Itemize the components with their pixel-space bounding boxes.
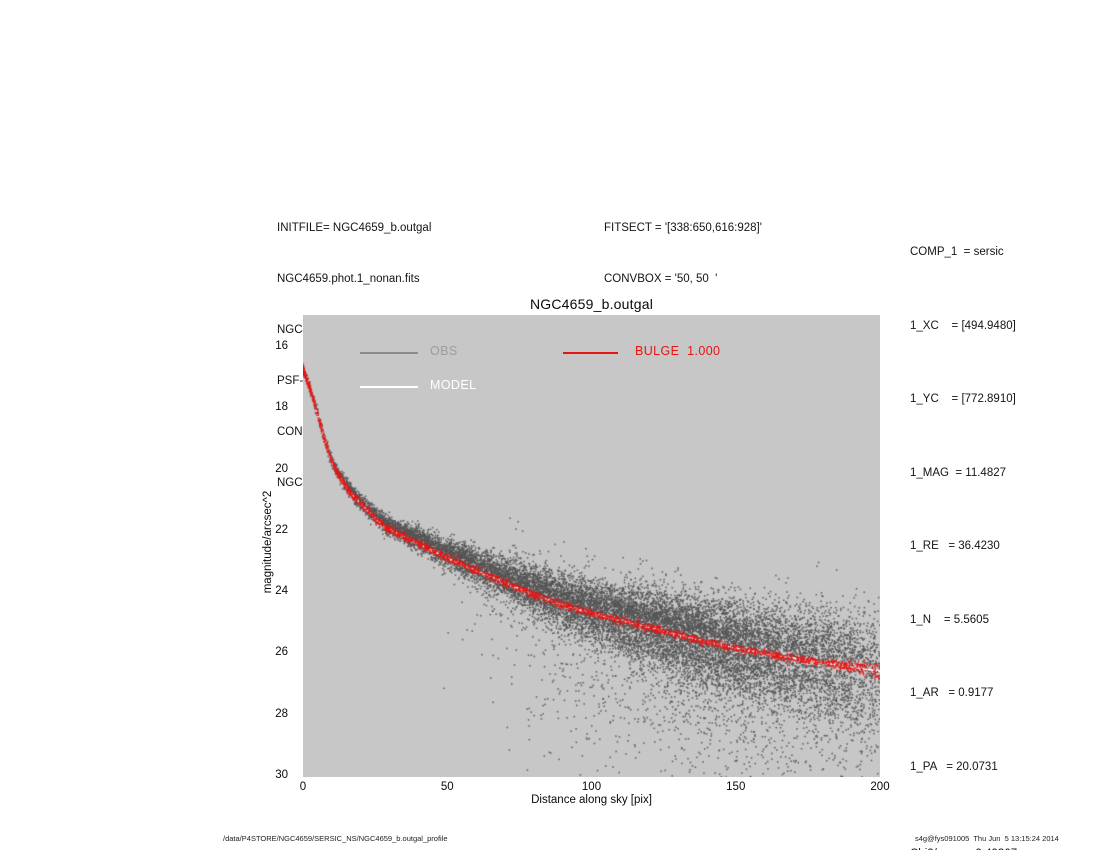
x-axis-label: Distance along sky [pix] <box>531 794 652 806</box>
y-tick-label: 26 <box>275 646 288 659</box>
y-tick-label: 18 <box>275 401 288 414</box>
plot-title: NGC4659_b.outgal <box>529 296 654 312</box>
x-tick-label: 150 <box>726 781 746 793</box>
component-param-line: 1_YC = [772.8910] <box>910 393 1016 405</box>
y-tick-label: 28 <box>275 707 288 720</box>
y-tick-label: 24 <box>275 585 288 598</box>
obs-legend-line-swatch <box>360 352 418 354</box>
y-axis-label: magnitude/arcsec^2 <box>262 490 274 594</box>
plot-area: OBS MODEL BULGE 1.000 <box>303 315 880 777</box>
chi2-value: Chi2/nu= 9.49367 <box>910 842 1017 850</box>
model-legend-label: MODEL <box>430 378 477 392</box>
component-param-line: 1_XC = [494.9480] <box>910 319 1016 332</box>
x-tick-label: 50 <box>440 781 454 793</box>
component-param-line: 1_N = 5.5605 <box>910 613 989 626</box>
footer-user-date: s4g@fys091005 Thu Jun 5 13:15:24 2014 <box>915 834 1059 843</box>
y-tick-label: 16 <box>275 340 288 353</box>
x-tick-label: 100 <box>581 781 602 793</box>
component-param-line: 1_RE = 36.4230 <box>910 540 1000 552</box>
y-tick-label: 22 <box>275 523 288 536</box>
component-param-line: 1_AR = 0.9177 <box>910 687 994 699</box>
y-tick-label: 30 <box>275 769 288 781</box>
info-line: NGC4659.phot.1_nonan.fits <box>277 273 420 285</box>
y-tick-label: 20 <box>275 462 288 475</box>
bulge-legend-label: BULGE 1.000 <box>635 344 721 358</box>
component-param-line: COMP_1 = sersic <box>910 246 1004 258</box>
component-param-line: 1_MAG = 11.4827 <box>910 466 1007 479</box>
fit-params-block: COMP_1 = sersic 1_XC = [494.9480] 1_YC =… <box>910 191 1017 850</box>
info-line: INITFILE= NGC4659_b.outgal <box>277 222 432 234</box>
info-line: FITSECT = '[338:650,616:928]' <box>604 222 762 234</box>
model-legend-line-swatch <box>360 386 418 388</box>
footer-path: /data/P4STORE/NGC4659/SERSIC_NS/NGC4659_… <box>223 834 448 843</box>
component-param-line: 1_PA = 20.0731 <box>910 760 998 773</box>
x-tick-label: 200 <box>870 781 890 793</box>
info-line: CONVBOX = '50, 50 ' <box>604 273 718 285</box>
obs-legend-label: OBS <box>430 344 458 358</box>
scatter-canvas <box>303 315 880 777</box>
bulge-legend-line-swatch <box>563 352 618 354</box>
x-tick-label: 0 <box>299 781 307 793</box>
